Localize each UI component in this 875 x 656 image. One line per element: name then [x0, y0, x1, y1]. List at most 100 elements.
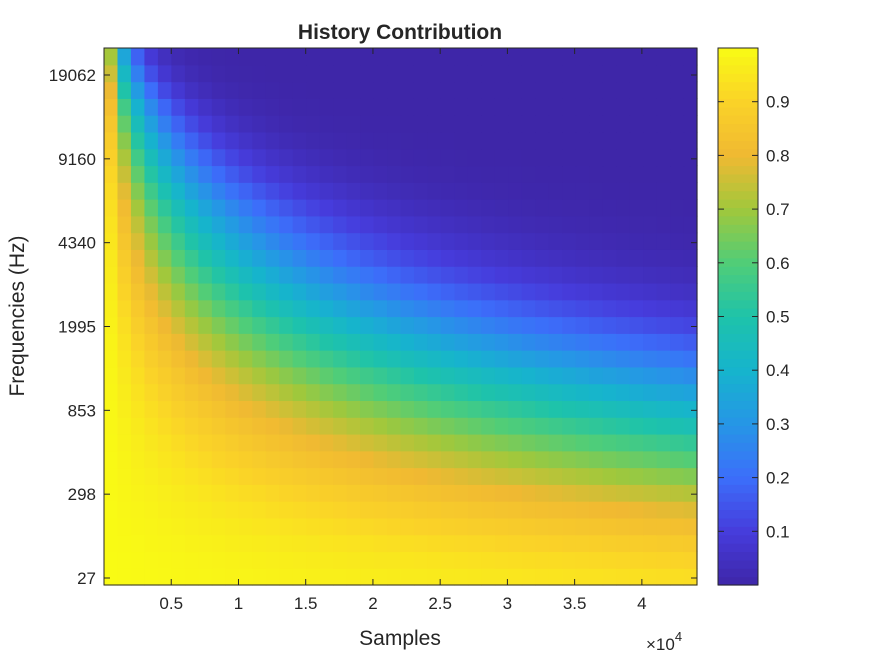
heatmap-cell — [522, 484, 536, 501]
heatmap-cell — [684, 417, 698, 434]
heatmap-cell — [252, 501, 266, 518]
heatmap-cell — [643, 300, 657, 317]
heatmap-cell — [401, 149, 415, 166]
heatmap-cell — [562, 501, 576, 518]
x-tick-label: 3.5 — [563, 594, 587, 613]
colorbar-swatch — [718, 493, 758, 502]
heatmap-cell — [374, 468, 388, 485]
heatmap-cell — [481, 199, 495, 216]
colorbar-swatch — [718, 409, 758, 418]
heatmap-cell — [279, 367, 293, 384]
heatmap-cell — [441, 417, 455, 434]
heatmap-cell — [630, 434, 644, 451]
heatmap-cell — [266, 283, 280, 300]
heatmap-cell — [131, 199, 145, 216]
heatmap-cell — [387, 98, 401, 115]
heatmap-cell — [495, 468, 509, 485]
heatmap-cell — [198, 350, 212, 367]
heatmap-cell — [414, 551, 428, 568]
heatmap-cell — [144, 98, 158, 115]
heatmap-cell — [252, 115, 266, 132]
heatmap-cell — [279, 518, 293, 535]
colorbar-swatch — [718, 249, 758, 258]
heatmap-cell — [333, 384, 347, 401]
heatmap-cell — [630, 417, 644, 434]
heatmap-cell — [684, 518, 698, 535]
heatmap-cell — [225, 82, 239, 99]
heatmap-cell — [401, 98, 415, 115]
heatmap-cell — [239, 384, 253, 401]
heatmap-cell — [441, 233, 455, 250]
heatmap-cell — [401, 233, 415, 250]
heatmap-cell — [212, 165, 226, 182]
heatmap-cell — [212, 384, 226, 401]
heatmap-cell — [293, 199, 307, 216]
colorbar-swatch — [718, 90, 758, 99]
heatmap-cell — [643, 501, 657, 518]
heatmap-cell — [252, 333, 266, 350]
heatmap-cell — [171, 65, 185, 82]
heatmap-cell — [320, 333, 334, 350]
heatmap-cell — [117, 518, 131, 535]
heatmap-cell — [670, 434, 684, 451]
heatmap-cell — [387, 417, 401, 434]
heatmap-cell — [347, 132, 361, 149]
heatmap-cell — [522, 568, 536, 585]
heatmap-cell — [427, 199, 441, 216]
heatmap-cell — [684, 451, 698, 468]
heatmap-cell — [117, 434, 131, 451]
colorbar-tick-label: 0.4 — [766, 361, 790, 380]
heatmap-cell — [320, 82, 334, 99]
heatmap-cell — [495, 501, 509, 518]
heatmap-cell — [306, 434, 320, 451]
heatmap-cell — [198, 165, 212, 182]
heatmap-cell — [684, 233, 698, 250]
heatmap-cell — [387, 266, 401, 283]
heatmap-cell — [158, 434, 172, 451]
heatmap-cell — [643, 451, 657, 468]
heatmap-cell — [522, 266, 536, 283]
heatmap-cell — [252, 216, 266, 233]
heatmap-cell — [549, 518, 563, 535]
heatmap-cell — [535, 484, 549, 501]
heatmap-cell — [212, 65, 226, 82]
heatmap-cell — [360, 182, 374, 199]
heatmap-cell — [616, 65, 630, 82]
heatmap-cell — [414, 568, 428, 585]
colorbar-tick-label: 0.5 — [766, 308, 790, 327]
heatmap-cell — [684, 249, 698, 266]
heatmap-cell — [562, 283, 576, 300]
heatmap-cell — [441, 451, 455, 468]
heatmap-cell — [576, 434, 590, 451]
heatmap-cell — [603, 249, 617, 266]
heatmap-cell — [212, 82, 226, 99]
heatmap-cell — [522, 233, 536, 250]
heatmap-cell — [495, 165, 509, 182]
heatmap-cell — [279, 300, 293, 317]
heatmap-cell — [171, 468, 185, 485]
colorbar-swatch — [718, 165, 758, 174]
heatmap-cell — [643, 417, 657, 434]
heatmap-cell — [293, 115, 307, 132]
heatmap-cell — [508, 384, 522, 401]
heatmap-cell — [279, 384, 293, 401]
heatmap-cell — [401, 333, 415, 350]
heatmap-cell — [266, 468, 280, 485]
heatmap-cell — [117, 317, 131, 334]
heatmap-cell — [508, 568, 522, 585]
heatmap-cell — [549, 115, 563, 132]
heatmap-cell — [549, 317, 563, 334]
heatmap-cell — [185, 333, 199, 350]
heatmap-cell — [508, 182, 522, 199]
heatmap-cell — [616, 434, 630, 451]
heatmap-cell — [616, 551, 630, 568]
heatmap-cell — [427, 115, 441, 132]
heatmap-cell — [387, 451, 401, 468]
heatmap-cell — [522, 132, 536, 149]
heatmap-cell — [643, 266, 657, 283]
heatmap-cell — [576, 501, 590, 518]
heatmap-cell — [549, 65, 563, 82]
heatmap-cell — [454, 300, 468, 317]
heatmap-cell — [414, 535, 428, 552]
heatmap-cell — [481, 233, 495, 250]
